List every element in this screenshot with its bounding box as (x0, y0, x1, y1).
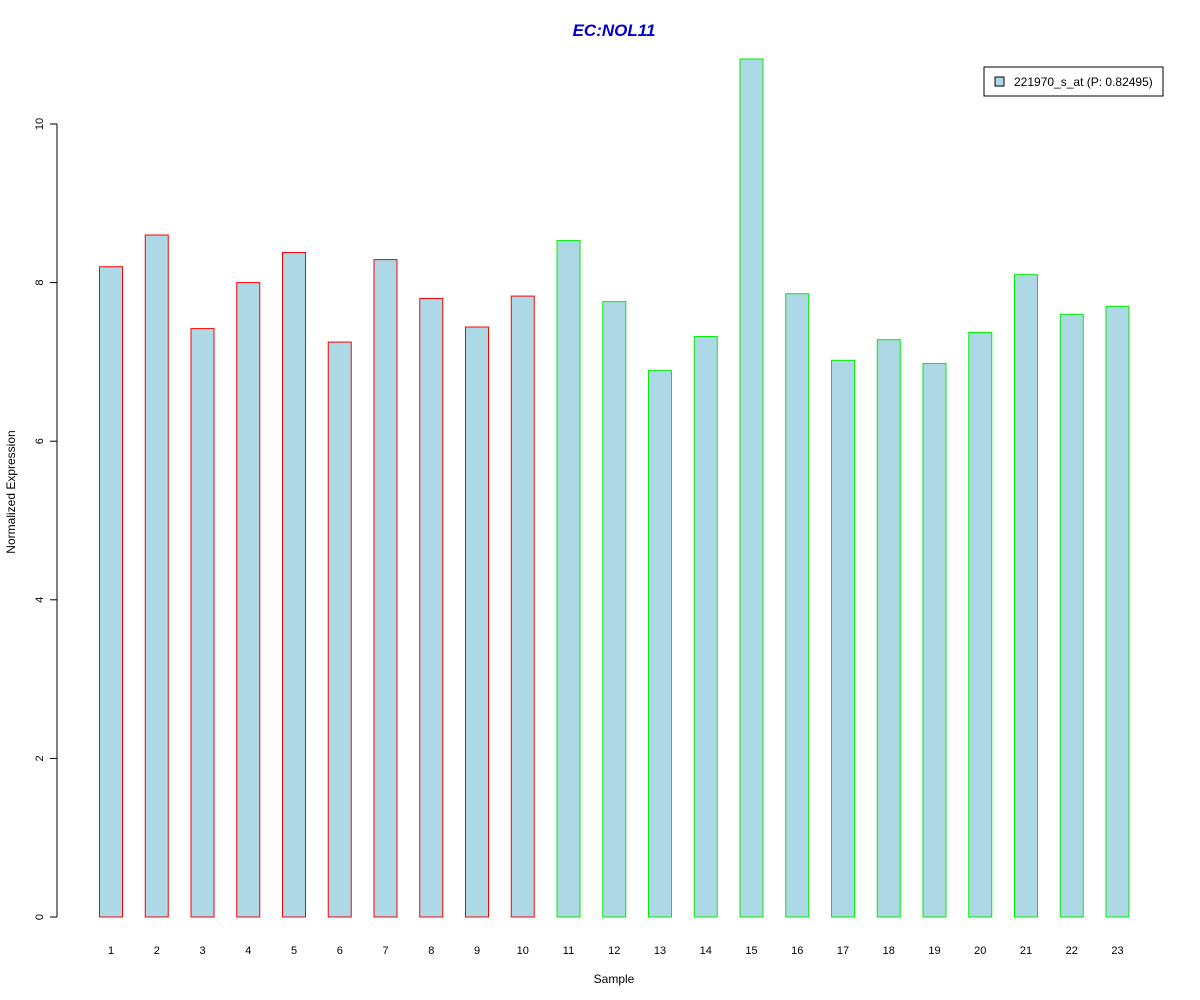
x-tick-label: 7 (382, 945, 388, 957)
y-tick-label: 6 (34, 438, 46, 444)
x-tick-label: 5 (291, 945, 297, 957)
bar-sample-13 (648, 370, 672, 918)
bar-sample-19 (922, 362, 947, 918)
bar-sample-11 (556, 240, 581, 918)
bar-sample-2 (144, 234, 169, 918)
bar-sample-9 (465, 326, 489, 918)
x-tick-label: 17 (837, 945, 849, 957)
x-tick-label: 8 (428, 945, 434, 957)
bar-sample-21 (1014, 274, 1038, 918)
bar-sample-6 (327, 341, 352, 918)
x-tick-label: 3 (199, 945, 205, 957)
legend-box (983, 66, 1164, 97)
bar-sample-14 (693, 336, 718, 918)
legend-swatch (994, 76, 1005, 87)
x-tick-label: 21 (1020, 945, 1032, 957)
x-tick-label: 4 (245, 945, 251, 957)
y-axis-label: Normalized Expression (4, 430, 18, 553)
bar-sample-7 (373, 259, 398, 918)
bar-sample-18 (876, 339, 901, 918)
x-tick-label: 20 (974, 945, 986, 957)
bar-sample-23 (1105, 305, 1130, 918)
y-tick-label: 4 (34, 597, 46, 603)
x-tick-label: 1 (108, 945, 114, 957)
bar-sample-15 (739, 58, 764, 918)
x-tick-label: 6 (337, 945, 343, 957)
bar-sample-12 (602, 301, 627, 918)
bar-sample-17 (831, 359, 855, 918)
x-tick-labels: 1 2 3 4 5 6 7 8 9 10 11 12 13 14 15 16 17 18 19 20 21 22 23 (108, 945, 1124, 957)
x-axis-label: Sample (594, 972, 635, 986)
x-tick-label: 23 (1111, 945, 1123, 957)
y-tick-label: 2 (34, 755, 46, 761)
y-tick-label: 0 (34, 914, 46, 920)
bar-sample-4 (236, 282, 261, 918)
legend: 221970_s_at (P: 0.82495) (983, 66, 1164, 97)
x-tick-label: 18 (883, 945, 895, 957)
bar-sample-16 (785, 293, 810, 918)
x-tick-label: 12 (608, 945, 620, 957)
bar-sample-1 (99, 266, 123, 918)
y-tick-label: 8 (34, 280, 46, 286)
x-tick-label: 11 (563, 945, 574, 957)
legend-label: 221970_s_at (P: 0.82495) (1014, 75, 1153, 89)
bar-sample-3 (190, 328, 215, 918)
bar-sample-5 (282, 251, 306, 918)
x-tick-label: 16 (791, 945, 803, 957)
x-tick-label: 13 (654, 945, 666, 957)
y-axis: 0 2 4 6 8 10 (34, 118, 58, 920)
x-tick-label: 19 (928, 945, 940, 957)
chart-title: EC:NOL11 (573, 21, 656, 40)
x-tick-label: 14 (700, 945, 712, 957)
x-tick-label: 10 (517, 945, 529, 957)
x-tick-label: 22 (1066, 945, 1078, 957)
bar-sample-22 (1059, 313, 1084, 918)
x-tick-label: 9 (474, 945, 480, 957)
bar-sample-10 (510, 295, 535, 918)
y-tick-label: 10 (34, 118, 46, 130)
bars (99, 58, 1130, 918)
x-tick-label: 2 (154, 945, 160, 957)
x-tick-label: 15 (745, 945, 757, 957)
bar-sample-20 (968, 332, 993, 918)
bar-sample-8 (419, 297, 444, 918)
